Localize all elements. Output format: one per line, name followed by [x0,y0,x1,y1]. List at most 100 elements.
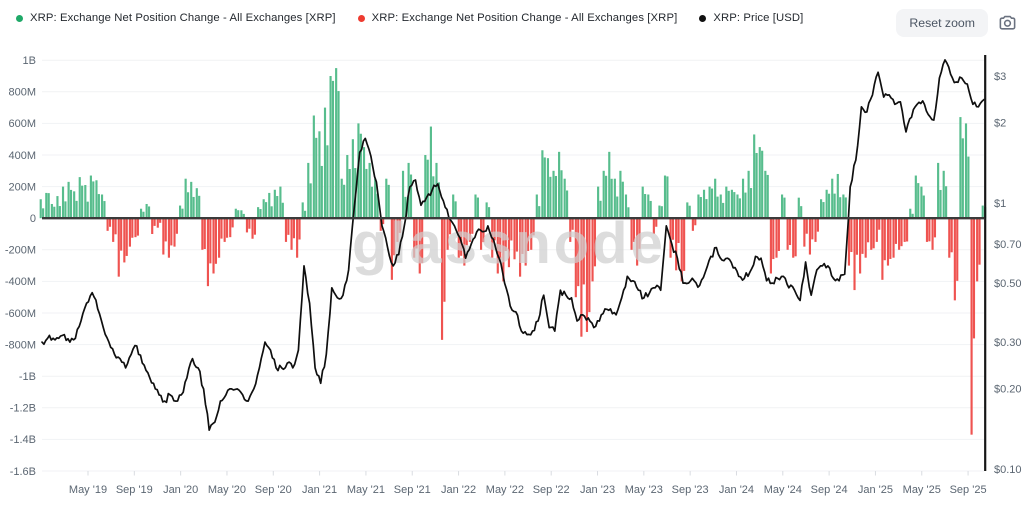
netflow-bar [593,218,597,267]
netflow-bar [649,200,652,219]
netflow-bar [911,213,914,219]
netflow-bar [602,170,605,219]
netflow-bar [833,193,836,219]
netflow-bar [513,218,516,260]
netflow-bar [123,218,126,263]
netflow-bar [872,218,875,249]
legend-item-netflow-negative[interactable]: XRP: Exchange Net Position Change - All … [357,12,678,24]
netflow-bar [415,218,418,249]
netflow-bar [253,218,257,235]
netflow-bar [67,181,70,219]
netflow-bar [959,117,962,219]
netflow-bar [502,218,505,282]
netflow-bar [335,68,338,219]
netflow-bar [933,218,937,238]
netflow-bar [777,218,780,251]
netflow-bar [421,218,424,264]
netflow-bar [365,168,368,219]
left-axis-label: -1.4B [10,434,36,446]
netflow-bar [861,218,864,254]
netflow-bar [928,218,931,242]
netflow-bar [922,195,925,219]
netflow-bar [432,176,435,219]
netflow-bar [128,218,131,247]
netflow-bar [705,199,708,219]
netflow-bar [474,194,477,219]
legend-label: XRP: Exchange Net Position Change - All … [30,12,336,24]
legend-item-price[interactable]: XRP: Price [USD] [699,12,803,24]
left-axis-label: -600M [5,308,36,320]
netflow-bar [220,218,223,239]
netflow-bar [290,218,293,250]
netflow-bar [820,199,823,219]
netflow-bar [532,218,535,236]
netflow-bar [89,175,92,219]
left-axis-label: 1B [23,55,36,67]
netflow-bar [530,218,533,250]
netflow-bar [844,197,847,219]
netflow-bar [766,174,769,219]
netflow-bar [577,218,580,287]
netflow-bar [546,158,550,219]
netflow-bar [454,201,457,219]
netflow-bar [805,218,808,234]
netflow-bar [524,218,527,266]
netflow-bar [588,218,591,313]
netflow-bar [186,192,190,219]
netflow-bar [758,147,761,219]
netflow-bar [234,208,237,219]
axes: 1B 800M 600M 400M 200M 0 -200M -400M -600M -800M -… [5,55,1022,496]
netflow-bar [448,218,452,235]
netflow-bar [580,218,583,337]
netflow-bar [81,185,84,219]
netflow-bar [368,162,371,219]
netflow-bar [301,202,304,219]
right-axis-label: $3 [994,71,1006,83]
netflow-bar [329,76,332,219]
left-axis-label: 600M [8,118,36,130]
legend-item-netflow-positive[interactable]: XRP: Exchange Net Position Change - All … [16,12,336,24]
netflow-bar [175,218,178,234]
netflow-bar [937,162,940,219]
netflow-bar [658,205,661,219]
netflow-bar [507,218,511,268]
netflow-bar [898,218,901,250]
price-line [41,59,985,431]
camera-icon[interactable] [997,13,1017,33]
x-axis-label: Jan '23 [580,484,615,496]
netflow-bar [164,218,167,242]
netflow-bar [627,207,630,219]
netflow-bar [139,208,143,219]
netflow-bar [605,175,608,219]
netflow-bar [864,218,867,258]
netflow-bar [549,176,552,219]
netflow-bar [320,165,323,219]
netflow-bar [259,209,262,219]
netflow-bar [39,199,42,219]
netflow-bar [493,218,496,241]
netflow-bar [159,218,162,223]
netflow-bar [343,184,346,219]
netflow-bar [281,202,284,219]
netflow-bar [485,202,488,219]
x-axis-label: May '24 [764,484,802,496]
netflow-bar [117,218,120,277]
netflow-bar [948,218,951,258]
netflow-bar [112,218,115,242]
reset-zoom-button[interactable]: Reset zoom [896,9,988,37]
netflow-bar [510,218,513,241]
netflow-bar [788,218,792,246]
netflow-bar [292,218,296,239]
netflow-bar [619,170,622,219]
netflow-bar [348,168,351,219]
netflow-bar [660,206,663,219]
netflow-bar [671,218,675,240]
netflow-bar [42,208,45,219]
netflow-bar [892,218,895,258]
netflow-bar [616,196,619,219]
netflow-bar [814,218,817,242]
netflow-bar [519,218,522,277]
netflow-bar [663,175,667,219]
netflow-bar [939,189,942,219]
